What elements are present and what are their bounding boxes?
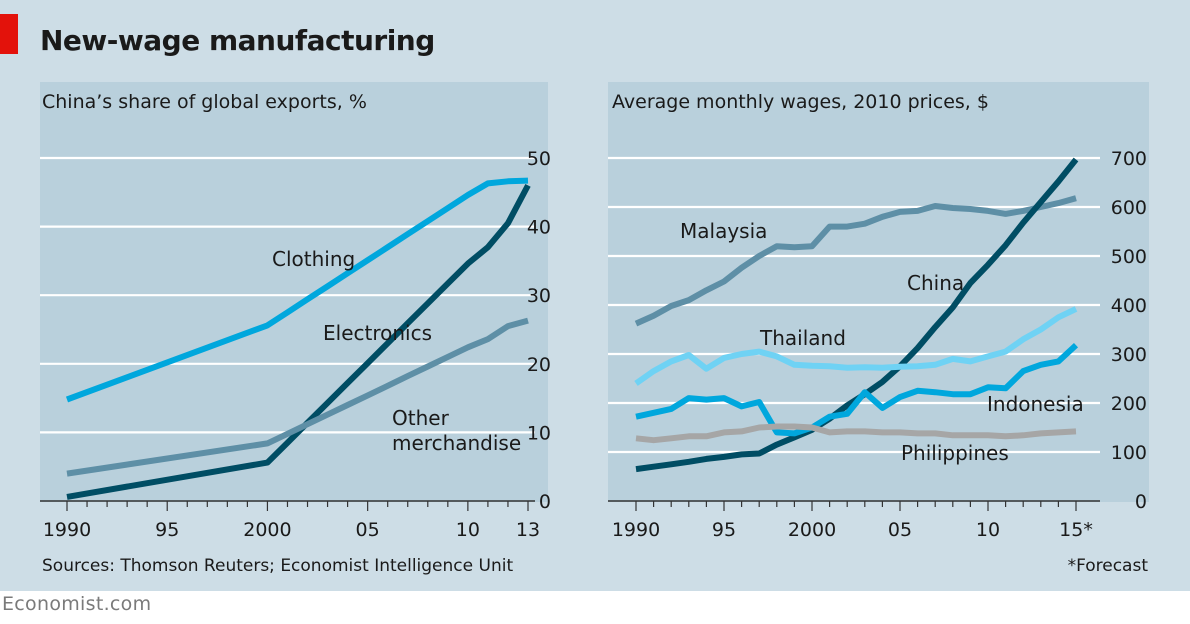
y-tick-label: 500: [1111, 246, 1147, 268]
series-label-line: Philippines: [901, 441, 1009, 465]
source-note: Sources: Thomson Reuters; Economist Inte…: [42, 556, 514, 576]
x-tick-label: 95: [155, 519, 179, 541]
series-label-electronics: Electronics: [323, 321, 432, 345]
x-tick-label: 15*: [1059, 519, 1093, 541]
series-label-line: Other: [392, 406, 450, 430]
series-line-malaysia: [634, 195, 1077, 327]
x-tick-label: 10: [976, 519, 1000, 541]
x-tick-label: 2000: [788, 519, 836, 541]
series-line-clothing: [65, 177, 529, 403]
y-tick-label: 0: [539, 491, 551, 513]
series-line-electronics: [66, 183, 531, 500]
chart-panel-2: Average monthly wages, 2010 prices, $ 0 10…: [608, 82, 1149, 541]
y-tick-label: 100: [1111, 442, 1147, 464]
series-label-philippines: Philippines: [901, 441, 1009, 465]
y-tick-label: 300: [1111, 344, 1147, 366]
series-label-indonesia: Indonesia: [987, 392, 1084, 416]
footnote: *Forecast: [1067, 556, 1148, 576]
y-tick-label: 40: [527, 217, 551, 239]
y-tick-label: 400: [1111, 295, 1147, 317]
x-tick-label: 05: [356, 519, 380, 541]
x-tick-label: 1990: [612, 519, 660, 541]
panel-title: China’s share of global exports, %: [42, 91, 367, 113]
series-label-line: China: [907, 271, 964, 295]
charts-svg: China’s share of global exports, % 0 10 20 3…: [40, 82, 1149, 541]
x-tick-label: 95: [712, 519, 736, 541]
series-line-thailand: [634, 306, 1078, 386]
brand-label: Economist.com: [2, 593, 152, 615]
series-label-line: Electronics: [323, 321, 432, 345]
y-tick-label: 50: [527, 148, 551, 170]
y-tick-label: 200: [1111, 393, 1147, 415]
chart-title: New-wage manufacturing: [40, 24, 435, 57]
series-line-other-merchandise: [66, 317, 529, 477]
series-line-indonesia: [635, 342, 1079, 437]
series-label-line: Thailand: [759, 326, 846, 350]
series-label-malaysia: Malaysia: [680, 219, 767, 243]
chart-panel-1: China’s share of global exports, % 0 10 20 3…: [40, 82, 551, 541]
series-label-line: Malaysia: [680, 219, 767, 243]
series-label-line: Clothing: [272, 247, 355, 271]
y-tick-label: 20: [527, 354, 551, 376]
y-tick-label: 30: [527, 285, 551, 307]
series-label-china: China: [907, 271, 964, 295]
x-tick-label: 05: [888, 519, 912, 541]
red-tag: [0, 14, 18, 54]
series-label-line: merchandise: [392, 431, 521, 455]
y-tick-label: 700: [1111, 148, 1147, 170]
y-tick-label: 600: [1111, 197, 1147, 219]
y-tick-label: 0: [1135, 491, 1147, 513]
series-line-philippines: [635, 423, 1077, 444]
series-label-other-merchandise: Other merchandise: [392, 406, 521, 455]
x-tick-label: 13: [516, 519, 540, 541]
panel-title: Average monthly wages, 2010 prices, $: [612, 91, 989, 113]
x-tick-label: 1990: [43, 519, 91, 541]
x-tick-label: 2000: [243, 519, 291, 541]
x-tick-label: 10: [456, 519, 480, 541]
y-tick-label: 10: [527, 422, 551, 444]
series-label-line: Indonesia: [987, 392, 1084, 416]
series-label-thailand: Thailand: [759, 326, 846, 350]
series-label-clothing: Clothing: [272, 247, 355, 271]
